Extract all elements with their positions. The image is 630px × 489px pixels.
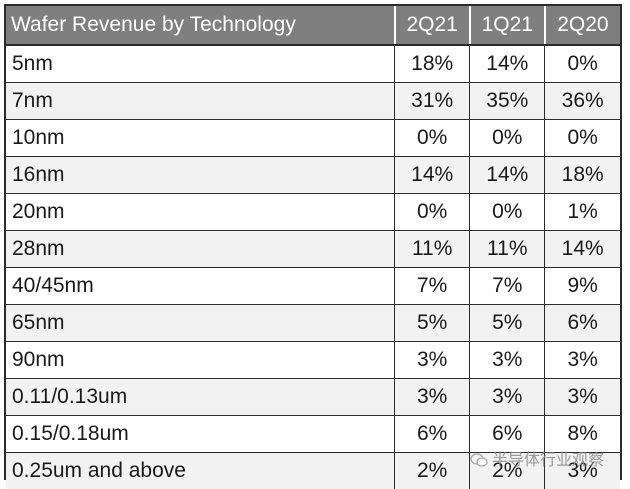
watermark-text: 半导体行业观察 bbox=[492, 450, 604, 469]
cell-value: 3% bbox=[545, 379, 620, 416]
column-header-2q20: 2Q20 bbox=[545, 6, 620, 45]
cell-value: 7% bbox=[395, 268, 470, 305]
cell-value: 0% bbox=[470, 194, 545, 231]
column-header-2q21: 2Q21 bbox=[395, 6, 470, 45]
cell-value: 14% bbox=[470, 45, 545, 83]
cell-value: 7% bbox=[470, 268, 545, 305]
cell-value: 0% bbox=[470, 120, 545, 157]
row-label: 20nm bbox=[6, 194, 395, 231]
cell-value: 35% bbox=[470, 83, 545, 120]
cell-value: 14% bbox=[395, 157, 470, 194]
row-label: 0.11/0.13um bbox=[6, 379, 395, 416]
row-label: 0.25um and above bbox=[6, 453, 395, 489]
header-row: Wafer Revenue by Technology 2Q21 1Q21 2Q… bbox=[6, 6, 620, 45]
cell-value: 3% bbox=[470, 342, 545, 379]
row-label: 40/45nm bbox=[6, 268, 395, 305]
cell-value: 18% bbox=[395, 45, 470, 83]
row-label: 5nm bbox=[6, 45, 395, 83]
cell-value: 3% bbox=[470, 379, 545, 416]
row-label: 10nm bbox=[6, 120, 395, 157]
table-title: Wafer Revenue by Technology bbox=[6, 6, 395, 45]
revenue-table-frame: Wafer Revenue by Technology 2Q21 1Q21 2Q… bbox=[4, 4, 622, 480]
cell-value: 6% bbox=[545, 305, 620, 342]
cell-value: 11% bbox=[395, 231, 470, 268]
cell-value: 5% bbox=[395, 305, 470, 342]
watermark: 半导体行业观察 bbox=[470, 446, 604, 470]
cell-value: 0% bbox=[545, 120, 620, 157]
cell-value: 2% bbox=[395, 453, 470, 489]
row-label: 16nm bbox=[6, 157, 395, 194]
row-label: 0.15/0.18um bbox=[6, 416, 395, 453]
revenue-table: Wafer Revenue by Technology 2Q21 1Q21 2Q… bbox=[6, 6, 620, 489]
cell-value: 3% bbox=[545, 342, 620, 379]
row-label: 65nm bbox=[6, 305, 395, 342]
row-label: 90nm bbox=[6, 342, 395, 379]
column-header-1q21: 1Q21 bbox=[470, 6, 545, 45]
cell-value: 31% bbox=[395, 83, 470, 120]
cell-value: 0% bbox=[395, 120, 470, 157]
cell-value: 36% bbox=[545, 83, 620, 120]
cell-value: 0% bbox=[395, 194, 470, 231]
row-label: 7nm bbox=[6, 83, 395, 120]
row-label: 28nm bbox=[6, 231, 395, 268]
cell-value: 1% bbox=[545, 194, 620, 231]
cell-value: 6% bbox=[395, 416, 470, 453]
cell-value: 5% bbox=[470, 305, 545, 342]
cell-value: 14% bbox=[545, 231, 620, 268]
cell-value: 3% bbox=[395, 342, 470, 379]
cell-value: 11% bbox=[470, 231, 545, 268]
cell-value: 0% bbox=[545, 45, 620, 83]
cell-value: 9% bbox=[545, 268, 620, 305]
cell-value: 18% bbox=[545, 157, 620, 194]
cell-value: 14% bbox=[470, 157, 545, 194]
cell-value: 3% bbox=[395, 379, 470, 416]
wechat-icon bbox=[470, 453, 488, 467]
